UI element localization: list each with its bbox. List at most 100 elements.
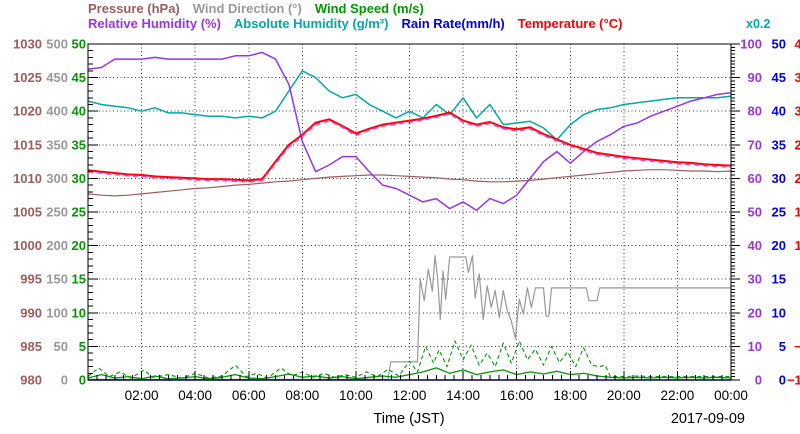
tick-label-time: 22:00 [661, 388, 695, 403]
tick-label-rain_rate: 5 [779, 339, 786, 354]
tick-label-wind_speed: 45 [72, 70, 86, 85]
tick-label-pressure: 1015 [13, 137, 42, 152]
legend-row-1: Pressure (hPa) Wind Direction (°) Wind S… [88, 1, 437, 16]
tick-label-pressure: 1030 [13, 37, 42, 52]
abs-humidity-scale-note: x0.2 [746, 17, 771, 31]
tick-label-wind_direction: 350 [46, 137, 68, 152]
tick-label-time: 18:00 [553, 388, 587, 403]
tick-label-wind_speed: 40 [72, 104, 86, 119]
tick-label-wind_speed: 5 [79, 339, 86, 354]
tick-label-time: 10:00 [339, 388, 373, 403]
tick-label-pressure: 1020 [13, 104, 42, 119]
tick-label-relative_humidity: 80 [748, 104, 762, 119]
tick-label-pressure: 990 [20, 305, 42, 320]
tick-label-pressure: 1000 [13, 238, 42, 253]
tick-label-pressure: 1025 [13, 70, 42, 85]
series-absolute_humidity [87, 70, 732, 141]
date-label: 2017-09-09 [670, 411, 745, 427]
tick-label-wind_speed: 15 [72, 272, 86, 287]
tick-label-pressure: 1005 [13, 205, 42, 220]
legend-absolute-humidity: Absolute Humidity (g/m³) [233, 16, 389, 31]
tick-label-temperature: 20 [795, 171, 800, 186]
tick-label-relative_humidity: 60 [748, 171, 762, 186]
tick-label-temperature: 15 [795, 205, 800, 220]
tick-label-pressure: 980 [20, 373, 42, 388]
legend-wind-speed: Wind Speed (m/s) [314, 1, 424, 16]
data-series [87, 51, 732, 381]
axis-ticks [87, 43, 740, 381]
series-temperature_dashed [87, 113, 732, 183]
tick-label-time: 16:00 [500, 388, 534, 403]
tick-label-rain_rate: 50 [772, 37, 786, 52]
tick-label-relative_humidity: 30 [748, 272, 762, 287]
tick-label-temperature: 30 [795, 104, 800, 119]
tick-label-wind_direction: 450 [46, 70, 68, 85]
tick-label-temperature: −5 [794, 339, 800, 354]
tick-label-wind_direction: 250 [46, 205, 68, 220]
tick-label-temperature: 35 [795, 70, 800, 85]
tick-label-time: 02:00 [125, 388, 159, 403]
tick-label-wind_speed: 10 [72, 305, 86, 320]
tick-label-rain_rate: 35 [772, 137, 786, 152]
tick-label-relative_humidity: 70 [748, 137, 762, 152]
tick-label-wind_speed: 0 [79, 373, 86, 388]
tick-label-rain_rate: 45 [772, 70, 786, 85]
tick-label-wind_direction: 150 [46, 272, 68, 287]
tick-label-relative_humidity: 40 [748, 238, 762, 253]
tick-label-wind_direction: 100 [46, 305, 68, 320]
legend-rain-rate: Rain Rate(mm/h) [401, 16, 505, 31]
tick-label-wind_direction: 300 [46, 171, 68, 186]
tick-label-wind_direction: 0 [61, 373, 68, 388]
tick-label-wind_speed: 50 [72, 37, 86, 52]
series-pressure [87, 169, 732, 197]
tick-label-relative_humidity: 100 [740, 37, 762, 52]
tick-label-time: 20:00 [607, 388, 641, 403]
tick-label-time: 14:00 [446, 388, 480, 403]
tick-label-wind_direction: 500 [46, 37, 68, 52]
series-temperature [87, 111, 732, 182]
legend-relative-humidity: Relative Humidity (%) [88, 16, 221, 31]
tick-label-wind_speed: 25 [72, 205, 86, 220]
tick-label-pressure: 1010 [13, 171, 42, 186]
tick-label-relative_humidity: 20 [748, 305, 762, 320]
tick-label-pressure: 985 [20, 339, 42, 354]
tick-label-time: 12:00 [393, 388, 427, 403]
tick-label-time: 06:00 [232, 388, 266, 403]
x-axis-title: Time (JST) [373, 411, 445, 427]
series-relative_humidity [87, 51, 732, 212]
tick-label-rain_rate: 40 [772, 104, 786, 119]
tick-label-rain_rate: 25 [772, 205, 786, 220]
tick-label-wind_direction: 50 [54, 339, 68, 354]
tick-label-temperature: 10 [795, 238, 800, 253]
tick-label-relative_humidity: 10 [748, 339, 762, 354]
tick-label-time: 00:00 [714, 388, 748, 403]
series-wind_direction [88, 255, 731, 380]
tick-label-temperature: 25 [795, 137, 800, 152]
tick-label-rain_rate: 30 [772, 171, 786, 186]
tick-label-temperature: −10 [787, 373, 800, 388]
grid-lines [88, 44, 731, 380]
legend-pressure: Pressure (hPa) [88, 1, 180, 16]
legend-temperature: Temperature (°C) [517, 16, 623, 31]
series-wind_gust [87, 340, 731, 379]
tick-label-wind_direction: 200 [46, 238, 68, 253]
tick-label-wind_speed: 20 [72, 238, 86, 253]
tick-label-rain_rate: 15 [772, 272, 786, 287]
tick-label-relative_humidity: 90 [748, 70, 762, 85]
axis-tick-labels: 9809859909951000100510101015102010251030… [13, 37, 800, 404]
tick-label-rain_rate: 0 [779, 373, 786, 388]
tick-label-pressure: 995 [20, 272, 42, 287]
legend-row-2: Relative Humidity (%) Absolute Humidity … [88, 16, 635, 31]
tick-label-relative_humidity: 0 [755, 373, 762, 388]
tick-label-wind_speed: 35 [72, 137, 86, 152]
tick-label-wind_speed: 30 [72, 171, 86, 186]
tick-label-wind_direction: 400 [46, 104, 68, 119]
tick-label-time: 04:00 [178, 388, 212, 403]
legend-wind-direction: Wind Direction (°) [192, 1, 302, 16]
tick-label-relative_humidity: 50 [748, 205, 762, 220]
tick-label-temperature: 40 [795, 37, 800, 52]
tick-label-rain_rate: 10 [772, 305, 786, 320]
tick-label-rain_rate: 20 [772, 238, 786, 253]
tick-label-time: 08:00 [285, 388, 319, 403]
